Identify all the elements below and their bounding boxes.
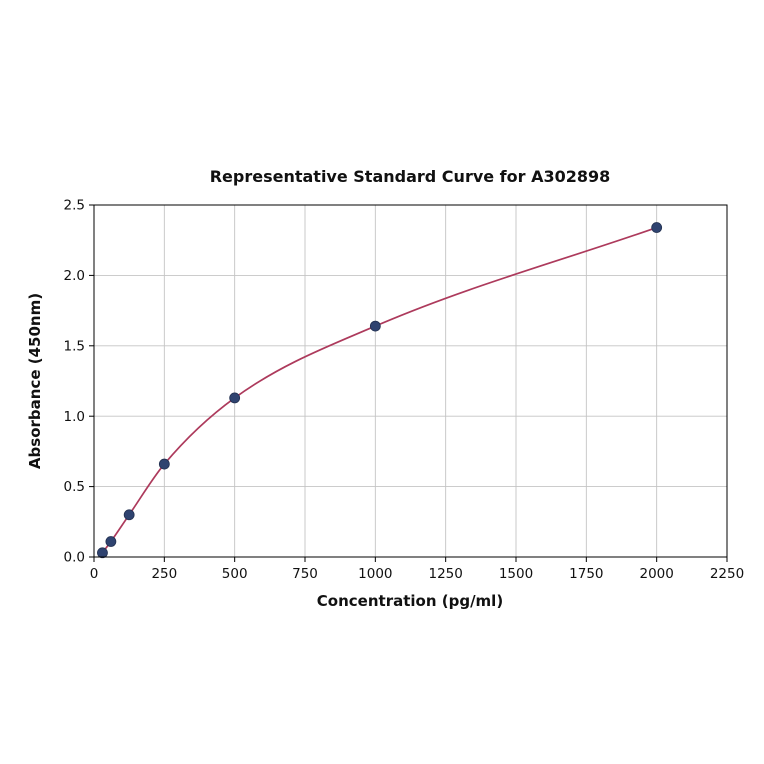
data-points xyxy=(97,222,663,559)
x-tick-label: 750 xyxy=(292,566,318,582)
x-tick-label: 1750 xyxy=(569,566,603,582)
x-tick-label: 2000 xyxy=(639,566,673,582)
x-tick-labels: 0 250 500 750 1000 1250 1500 1750 2000 2250 xyxy=(90,566,744,582)
data-point xyxy=(123,509,135,521)
x-tick-label: 1500 xyxy=(499,566,533,582)
x-tick-label: 250 xyxy=(151,566,177,582)
x-tick-label: 2250 xyxy=(710,566,744,582)
y-tick-label: 0.0 xyxy=(64,550,85,566)
axis-ticks xyxy=(89,204,728,562)
y-tick-label: 1.5 xyxy=(64,338,85,354)
y-axis-label: Absorbance (450nm) xyxy=(26,293,44,469)
x-tick-label: 500 xyxy=(222,566,248,582)
data-point xyxy=(651,222,663,233)
y-tick-label: 0.5 xyxy=(64,479,85,495)
x-tick-label: 1000 xyxy=(358,566,392,582)
y-tick-labels: 0.0 0.5 1.0 1.5 2.0 2.5 xyxy=(64,198,85,566)
data-point xyxy=(229,392,241,404)
data-point xyxy=(97,547,108,559)
y-tick-label: 2.0 xyxy=(64,268,85,284)
chart-title: Representative Standard Curve for A30289… xyxy=(210,167,611,186)
data-point xyxy=(105,536,117,547)
x-tick-label: 0 xyxy=(90,566,99,582)
y-tick-label: 1.0 xyxy=(64,409,85,425)
x-axis-label: Concentration (pg/ml) xyxy=(317,592,503,610)
data-point xyxy=(369,320,381,332)
fit-curve xyxy=(101,226,658,554)
grid-lines xyxy=(93,204,728,558)
plot-border xyxy=(93,204,728,558)
y-tick-label: 2.5 xyxy=(64,198,85,214)
x-tick-label: 1250 xyxy=(428,566,462,582)
data-point xyxy=(158,458,170,470)
